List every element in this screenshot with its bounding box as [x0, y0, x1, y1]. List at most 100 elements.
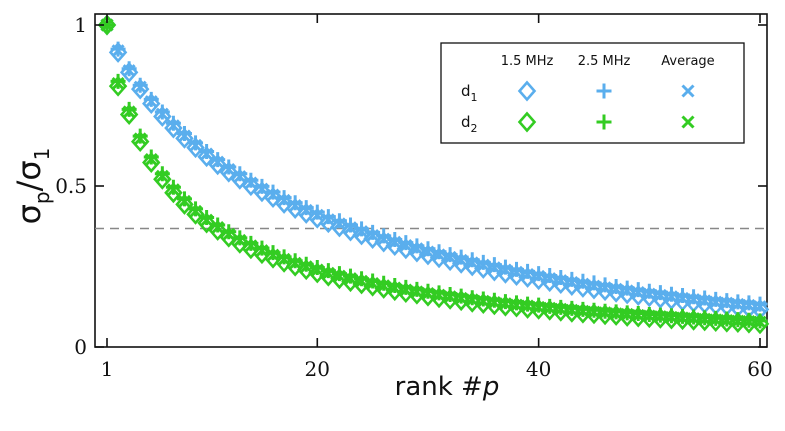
data-point: [509, 265, 524, 279]
data-point: [687, 293, 701, 307]
data-point: [144, 95, 158, 109]
x-tick-label: 1: [101, 357, 114, 381]
data-point: [222, 163, 236, 177]
data-point: [263, 187, 283, 209]
data-point: [443, 290, 457, 304]
data-point: [154, 104, 170, 120]
data-point: [186, 203, 205, 225]
data-point: [142, 152, 161, 173]
data-point: [698, 312, 712, 326]
data-point: [432, 288, 446, 302]
data-point: [176, 126, 192, 142]
data-point: [675, 311, 690, 325]
data-point: [631, 286, 645, 300]
data-point: [299, 260, 313, 274]
legend-row-label: d1: [461, 82, 478, 104]
x-tick-label: 40: [526, 357, 551, 381]
data-point: [208, 219, 227, 241]
data-point: [573, 276, 593, 298]
data-point: [266, 248, 280, 262]
data-point: [543, 301, 557, 315]
data-point: [133, 80, 147, 94]
data-point: [354, 274, 369, 288]
data-point: [653, 310, 667, 324]
data-point: [342, 268, 358, 284]
data-point: [111, 77, 125, 91]
data-point: [498, 263, 513, 277]
legend-column-header: 1.5 MHz: [501, 54, 554, 69]
data-point: [720, 314, 734, 328]
data-point: [709, 313, 723, 327]
data-point: [399, 239, 413, 253]
data-point: [164, 182, 183, 204]
data-point: [153, 105, 172, 127]
data-point: [753, 315, 767, 329]
data-point: [288, 199, 302, 213]
data-point: [410, 285, 424, 299]
data-point: [211, 155, 225, 169]
data-point: [175, 127, 194, 149]
data-point: [144, 153, 158, 167]
data-point: [554, 274, 568, 288]
data-point: [443, 250, 457, 265]
data-point: [377, 279, 391, 293]
data-point: [188, 135, 204, 151]
data-point: [266, 188, 280, 202]
data-point: [244, 176, 258, 190]
data-point: [598, 281, 612, 295]
y-axis-label-part: σ: [10, 160, 48, 180]
data-point: [321, 266, 335, 280]
data-point: [388, 235, 402, 249]
data-point: [100, 18, 114, 32]
data-point: [410, 242, 424, 256]
data-point: [432, 248, 446, 262]
legend-column-header: 2.5 MHz: [578, 54, 631, 69]
data-point: [332, 269, 346, 283]
data-point: [219, 161, 238, 183]
data-point: [211, 220, 225, 235]
data-point: [166, 119, 180, 133]
y-axis-label-part: /: [10, 180, 48, 191]
data-point: [143, 91, 159, 107]
y-tick-label: 0: [74, 335, 87, 359]
data-point: [188, 138, 203, 152]
legend-marker-diamond: [517, 80, 537, 102]
data-point: [299, 203, 313, 218]
data-point: [366, 229, 380, 243]
data-point: [197, 212, 216, 234]
data-point: [354, 225, 369, 239]
x-axis-label-variable: p: [482, 372, 500, 402]
data-point: [233, 233, 247, 247]
data-point: [521, 267, 535, 282]
series-d1-x: [100, 18, 767, 314]
data-point: [442, 287, 458, 303]
y-axis-label-part: p: [30, 191, 54, 204]
data-point: [543, 272, 557, 286]
legend-row-label-main: d: [461, 113, 471, 131]
data-point: [532, 300, 546, 314]
data-point: [277, 252, 291, 266]
data-point: [230, 232, 250, 254]
data-point: [188, 201, 204, 217]
data-point: [186, 137, 205, 159]
data-point: [166, 183, 180, 197]
x-axis-label-text: rank #: [395, 372, 483, 402]
data-point: [476, 258, 490, 272]
data-point: [188, 204, 203, 218]
data-point: [230, 168, 250, 190]
data-point: [343, 272, 358, 286]
data-point: [288, 256, 302, 270]
data-point: [631, 308, 645, 323]
legend-row-label-main: d: [461, 82, 471, 100]
x-tick-label: 60: [747, 357, 772, 381]
data-point: [332, 217, 346, 231]
data-point: [620, 284, 634, 298]
data-point: [320, 263, 336, 279]
data-point: [176, 191, 192, 207]
data-point: [233, 170, 247, 184]
data-point: [110, 73, 126, 89]
data-point: [675, 291, 690, 305]
data-point: [421, 245, 435, 259]
